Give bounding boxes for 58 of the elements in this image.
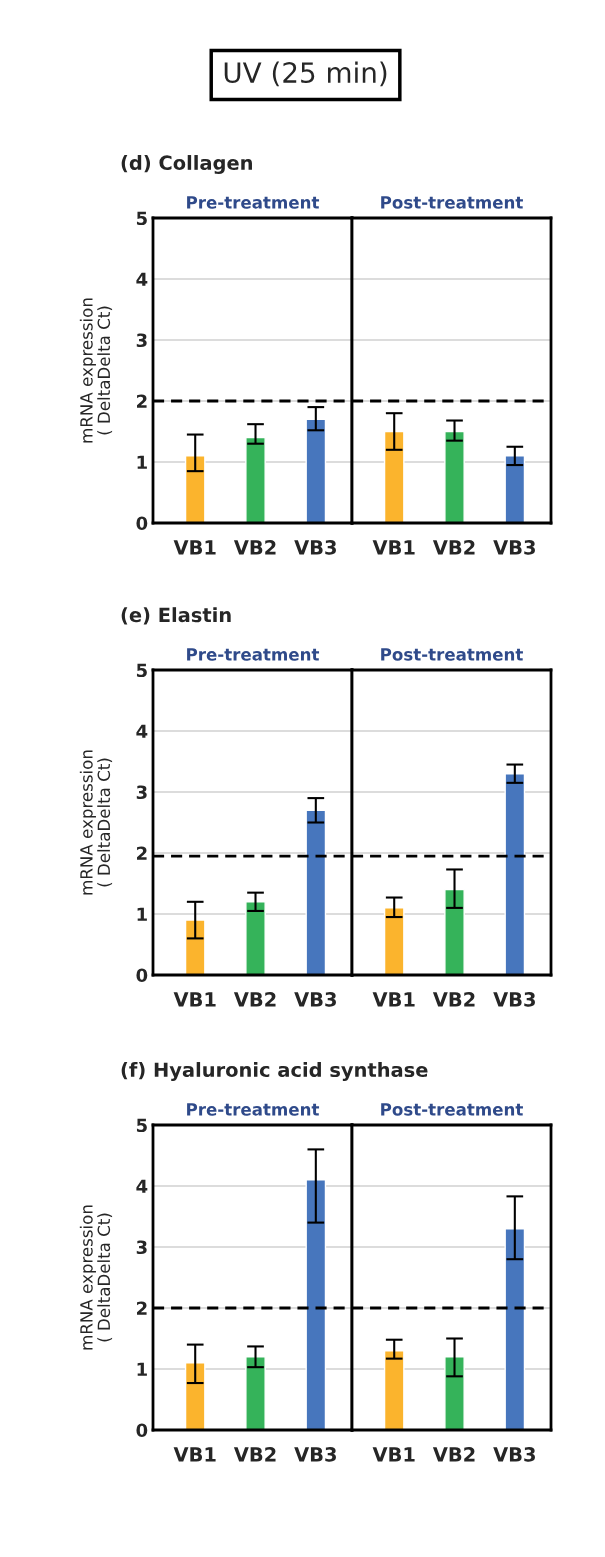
y-tick-label: 1 [137, 455, 147, 469]
y-tick-label: 0 [136, 516, 148, 531]
chart-title: (d) Collagen [121, 155, 252, 174]
chart-subtitle: Pre-treatment [187, 196, 320, 209]
y-tick-label: 5 [136, 1118, 147, 1133]
chart-subtitle: Post-treatment [381, 1103, 523, 1116]
y-tick-label: 4 [136, 1179, 148, 1193]
x-tick-label: VB3 [493, 540, 535, 555]
x-tick-label: VB2 [432, 992, 475, 1007]
y-axis-title: mRNA expression ( DeltaDelta Ct) [79, 298, 113, 443]
x-tick-label: VB1 [173, 992, 216, 1007]
bar [184, 919, 206, 975]
y-tick-label: 4 [136, 272, 148, 286]
bar [245, 436, 266, 523]
x-tick-label: VB1 [173, 540, 216, 555]
chart-subtitle: Pre-treatment [187, 648, 320, 661]
x-tick-label: VB2 [432, 1447, 475, 1462]
chart-subtitle: Post-treatment [381, 648, 523, 661]
chart-subtitle: Pre-treatment [187, 1103, 320, 1116]
y-tick-label: 0 [136, 968, 148, 983]
x-tick-label: VB1 [173, 1447, 216, 1462]
y-tick-label: 2 [137, 394, 147, 408]
bar [245, 901, 266, 975]
bar [184, 1362, 206, 1430]
bar [305, 809, 327, 975]
y-axis-title: mRNA expression ( DeltaDelta Ct) [79, 750, 113, 895]
x-tick-label: VB3 [493, 1447, 535, 1462]
chart-title: (f) Hyaluronic acid synthase [121, 1062, 428, 1081]
x-tick-label: VB1 [372, 1447, 415, 1462]
y-tick-label: 4 [136, 724, 148, 738]
chart-title: (e) Elastin [121, 607, 231, 625]
chart-subtitle: Post-treatment [381, 196, 523, 209]
bar [245, 1356, 266, 1430]
y-tick-label: 2 [137, 1301, 147, 1315]
x-tick-label: VB2 [233, 540, 276, 555]
x-tick-label: VB2 [233, 1447, 276, 1462]
bar [305, 1179, 327, 1430]
x-tick-label: VB2 [233, 992, 276, 1007]
x-tick-label: VB3 [294, 540, 336, 555]
y-tick-label: 2 [137, 846, 147, 860]
y-tick-label: 3 [136, 785, 147, 800]
x-tick-label: VB3 [294, 992, 336, 1007]
bar [305, 418, 327, 523]
y-tick-label: 5 [136, 663, 147, 678]
y-tick-label: 3 [136, 1240, 147, 1255]
x-tick-label: VB1 [372, 992, 415, 1007]
text: UV (25 min) [224, 61, 387, 87]
x-tick-label: VB2 [432, 540, 475, 555]
x-tick-label: VB3 [294, 1447, 336, 1462]
x-tick-label: VB1 [372, 540, 415, 555]
y-tick-label: 1 [137, 907, 147, 921]
y-tick-label: 3 [136, 333, 147, 348]
x-tick-label: VB3 [493, 992, 535, 1007]
bar [184, 455, 206, 523]
y-axis-title: mRNA expression ( DeltaDelta Ct) [79, 1205, 113, 1350]
y-tick-label: 1 [137, 1362, 147, 1376]
y-tick-label: 0 [136, 1423, 148, 1438]
y-tick-label: 5 [136, 211, 147, 226]
